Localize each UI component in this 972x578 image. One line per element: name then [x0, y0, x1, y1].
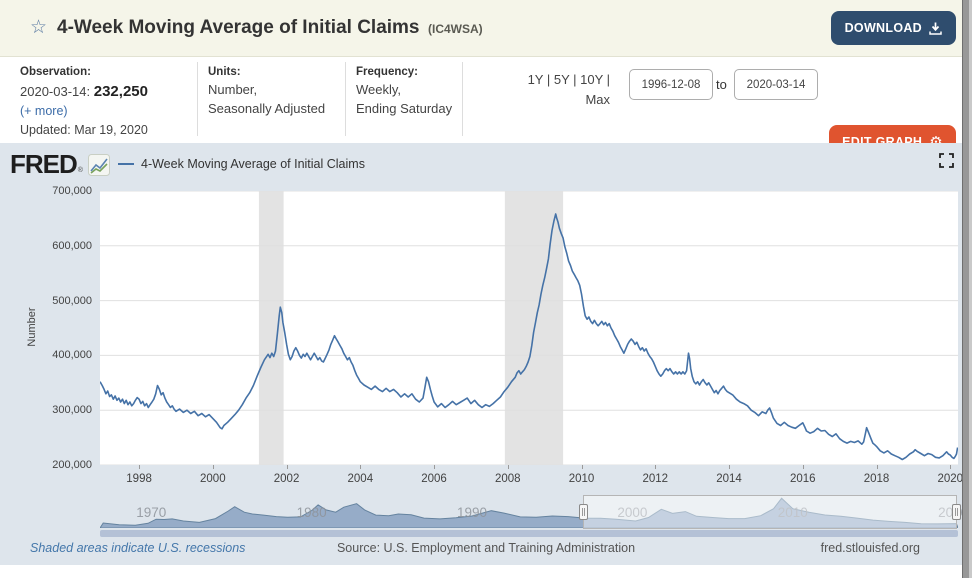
x-tick-mark — [286, 465, 288, 469]
legend-line-icon — [118, 163, 134, 165]
range-preset-links[interactable]: 1Y | 5Y | 10Y | Max — [500, 70, 610, 109]
x-tick-label: 1998 — [126, 473, 152, 485]
download-button[interactable]: DOWNLOAD — [830, 11, 956, 45]
frequency-line2: Ending Saturday — [356, 100, 453, 116]
units-label: Units: — [208, 66, 241, 78]
y-tick-label: 300,000 — [52, 404, 92, 417]
observation-label: Observation: — [20, 66, 91, 78]
x-tick-label: 2018 — [863, 473, 890, 485]
registered-mark: ® — [77, 167, 83, 174]
series-legend: 4-Week Moving Average of Initial Claims — [118, 157, 365, 171]
fred-brand-text: FRED — [10, 149, 78, 179]
frequency-line1: Weekly, — [356, 81, 402, 97]
x-tick-label: 2000 — [200, 473, 226, 485]
x-tick-label: 2014 — [716, 473, 742, 485]
site-url: fred.stlouisfed.org — [820, 541, 920, 555]
series-id: (IC4WSA) — [428, 22, 483, 36]
navigator-decade-label: 1980 — [296, 505, 327, 520]
range-links-row[interactable]: 1Y | 5Y | 10Y | — [527, 72, 610, 87]
observation-panel: Observation: 2020-03-14: 232,250 (+ more… — [20, 64, 148, 139]
legend-label: 4-Week Moving Average of Initial Claims — [141, 157, 365, 171]
units-line2: Seasonally Adjusted — [208, 100, 326, 116]
page-header: ☆ 4-Week Moving Average of Initial Claim… — [0, 0, 972, 57]
range-max-link[interactable]: Max — [585, 91, 610, 107]
navigator-decade-label: 2010 — [777, 505, 808, 520]
navigator-left-handle[interactable] — [578, 504, 588, 520]
y-axis-title: Number — [26, 307, 38, 347]
to-label: to — [716, 77, 727, 92]
source-note: Source: U.S. Employment and Training Adm… — [336, 541, 636, 555]
units-panel: Units: Number, Seasonally Adjusted — [208, 64, 325, 118]
x-tick-mark — [434, 465, 436, 469]
x-tick-label: 2020 — [937, 473, 964, 485]
x-tick-mark — [950, 465, 952, 469]
y-tick-label: 500,000 — [52, 294, 92, 307]
y-tick-label: 600,000 — [52, 239, 92, 252]
page-title: 4-Week Moving Average of Initial Claims — [57, 17, 420, 38]
x-tick-mark — [507, 465, 509, 469]
divider — [197, 62, 198, 136]
favorite-star-icon[interactable]: ☆ — [30, 16, 48, 38]
meta-bar: Observation: 2020-03-14: 232,250 (+ more… — [0, 58, 972, 158]
series-line — [100, 213, 958, 461]
download-icon — [929, 22, 942, 35]
x-tick-label: 2016 — [789, 473, 816, 485]
updated-text: Updated: Mar 19, 2020 — [20, 122, 148, 137]
x-tick-mark — [876, 465, 878, 469]
navigator-decade-label: 1970 — [136, 505, 167, 520]
fred-chart-icon — [87, 153, 110, 176]
recession-note-link[interactable]: Shaded areas indicate U.S. recessions — [30, 541, 246, 555]
fred-logo: FRED ® — [10, 149, 110, 180]
x-tick-mark — [729, 465, 731, 469]
window-scrollbar[interactable] — [962, 0, 972, 578]
y-tick-label: 700,000 — [52, 185, 92, 197]
y-tick-label: 200,000 — [52, 459, 92, 471]
x-tick-label: 2010 — [568, 473, 595, 485]
navigator-decade-label: 1990 — [457, 505, 488, 520]
date-from-input[interactable] — [629, 69, 713, 100]
date-to-input[interactable] — [734, 69, 818, 100]
recession-band — [258, 191, 284, 465]
main-chart[interactable] — [100, 191, 958, 465]
graph-section: FRED ® 4-Week Moving Average of Initial … — [0, 143, 972, 565]
units-line1: Number, — [208, 81, 258, 97]
navigator-decade-label: 2000 — [617, 505, 648, 520]
download-button-label: DOWNLOAD — [844, 21, 922, 35]
observation-value: 232,250 — [93, 82, 148, 100]
x-tick-mark — [581, 465, 583, 469]
observation-date: 2020-03-14: — [20, 83, 91, 99]
navigator-area — [100, 497, 958, 528]
more-observations-link[interactable]: (+ more) — [20, 104, 68, 119]
divider — [345, 62, 346, 136]
x-tick-label: 2002 — [273, 473, 300, 485]
x-tick-label: 2006 — [421, 473, 447, 485]
frequency-panel: Frequency: Weekly, Ending Saturday — [356, 64, 452, 118]
navigator-scrollbar[interactable] — [100, 530, 958, 537]
navigator-selected-window[interactable] — [583, 495, 957, 529]
frequency-label: Frequency: — [356, 66, 418, 78]
divider — [462, 62, 463, 136]
x-tick-label: 2004 — [347, 473, 374, 485]
x-tick-label: 2012 — [642, 473, 669, 485]
observation-value-row: 2020-03-14: 232,250 — [20, 81, 148, 103]
x-tick-label: 2008 — [495, 473, 521, 485]
navigator-chart[interactable] — [100, 497, 958, 528]
x-tick-mark — [139, 465, 141, 469]
x-tick-mark — [802, 465, 804, 469]
navigator-right-handle[interactable] — [952, 504, 962, 520]
x-tick-mark — [655, 465, 657, 469]
fullscreen-icon[interactable] — [939, 153, 954, 168]
y-tick-label: 400,000 — [52, 349, 92, 362]
x-tick-mark — [212, 465, 214, 469]
x-tick-mark — [360, 465, 362, 469]
